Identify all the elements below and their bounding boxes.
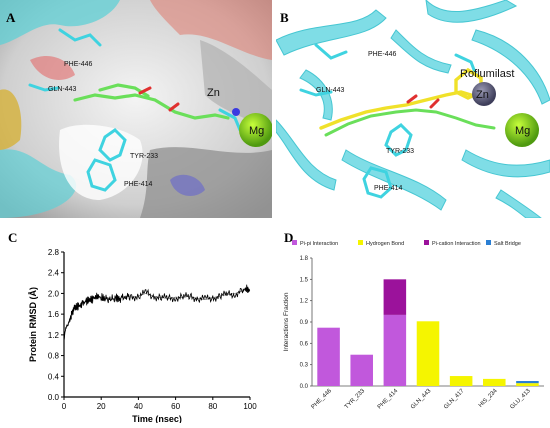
mg-label: Mg [249, 125, 264, 137]
phe414-label: PHE-414 [124, 181, 153, 188]
x-tick-label: 20 [97, 402, 106, 411]
panel-c-letter: C [8, 230, 18, 245]
phe446-label: PHE-446 [368, 51, 397, 58]
panel-b-letter: B [280, 10, 289, 25]
y-axis-title: Protein RMSD (Å) [28, 287, 38, 362]
x-tick-label: 0 [62, 402, 67, 411]
roflumilast-label: Roflumilast [460, 68, 514, 80]
legend-swatch [358, 240, 363, 245]
tyr233-label: TYR-233 [386, 148, 414, 155]
y-tick-label: 0.0 [48, 393, 60, 402]
zn-ion [472, 82, 496, 106]
legend-label: Salt Bridge [494, 241, 521, 247]
x-tick-label: 100 [243, 402, 257, 411]
zn-label: Zn [476, 89, 489, 101]
gln443-label: GLN-443 [48, 86, 77, 93]
rmsd-series-trace [63, 284, 250, 341]
bar-segment [350, 354, 373, 386]
x-tick-label: GLN_443 [410, 388, 433, 411]
x-tick-label: GLN_417 [443, 388, 466, 411]
mg-ion [239, 113, 272, 147]
y-tick-label: 0.4 [48, 372, 60, 381]
tyr233-label: TYR-233 [130, 153, 158, 160]
x-tick-label: GLU_413 [509, 388, 532, 411]
panel-a-docking-surface: Zn Mg PHE-446 GLN-443 TYR-233 PHE-414 A [0, 0, 272, 218]
panel-a-letter: A [6, 10, 16, 25]
x-tick-label: TYR_233 [344, 388, 367, 411]
x-tick-label: 80 [208, 402, 217, 411]
docking-ribbon-image: Zn Mg Roflumilast PHE-446 GLN-443 TYR-23… [276, 0, 550, 218]
legend-label: Hydrogen Bond [366, 241, 404, 247]
docking-surface-image: Zn Mg PHE-446 GLN-443 TYR-233 PHE-414 [0, 0, 272, 218]
bar-segment [383, 314, 407, 386]
x-axis-title: Time (nsec) [132, 414, 182, 423]
x-tick-label: HIS_234 [478, 388, 499, 409]
y-tick-label: 0.0 [300, 384, 309, 390]
y-tick-label: 1.2 [48, 331, 60, 340]
bar-segment [449, 376, 473, 386]
rmsd-series-line [63, 287, 251, 341]
bar-segment [416, 321, 440, 386]
x-tick-label: 60 [171, 402, 180, 411]
x-tick-label: 40 [134, 402, 143, 411]
y-tick-label: 0.6 [300, 341, 309, 347]
x-tick-label: PHE_414 [377, 388, 400, 411]
y-tick-label: 0.3 [300, 363, 309, 369]
interactions-chart-svg: Pi-pi Interaction Hydrogen Bond Pi-cation … [283, 240, 544, 411]
y-tick-label: 2.4 [48, 269, 60, 278]
bar-segment [516, 381, 539, 384]
y-tick-label: 2.8 [48, 248, 60, 257]
legend-swatch [292, 240, 297, 245]
mg-label: Mg [515, 125, 530, 137]
y-tick-label: 2.0 [48, 289, 60, 298]
mg-ion [505, 113, 539, 147]
phe446-label: PHE-446 [64, 61, 93, 68]
legend-swatch [486, 240, 491, 245]
y-tick-label: 1.8 [300, 256, 309, 262]
y-tick-label: 1.6 [48, 310, 60, 319]
legend-label: Pi-pi Interaction [300, 241, 338, 247]
bar-segment [383, 279, 407, 315]
bar-segment [516, 383, 539, 386]
y-tick-label: 1.5 [300, 277, 309, 283]
legend-swatch [424, 240, 429, 245]
y-tick-label: 1.2 [300, 299, 309, 305]
y-axis-title: Interactions Fraction [283, 292, 290, 351]
y-tick-label: 0.8 [48, 352, 60, 361]
phe414-label: PHE-414 [374, 185, 403, 192]
panel-d-interactions-chart: D Pi-pi Interaction Hydrogen Bond Pi-catio… [276, 224, 550, 423]
bar-segment [317, 327, 340, 386]
x-tick-label: PHE_446 [311, 388, 334, 411]
y-tick-label: 0.9 [300, 320, 309, 326]
panel-d-letter: D [284, 230, 294, 245]
bar-segment [483, 378, 506, 386]
gln443-label: GLN-443 [316, 87, 345, 94]
panel-c-rmsd-chart: C 0.0 0.4 0.8 1.2 1.6 2.0 2.4 2.8 0 20 40 60 80 100 Ti… [0, 224, 272, 424]
panel-b-docking-ribbon: Zn Mg Roflumilast PHE-446 GLN-443 TYR-23… [276, 0, 550, 218]
rmsd-chart-svg: 0.0 0.4 0.8 1.2 1.6 2.0 2.4 2.8 0 20 40 60 80 100 Time… [28, 248, 257, 424]
legend-label: Pi-cation Interaction [432, 241, 481, 247]
zn-label: Zn [207, 87, 220, 99]
